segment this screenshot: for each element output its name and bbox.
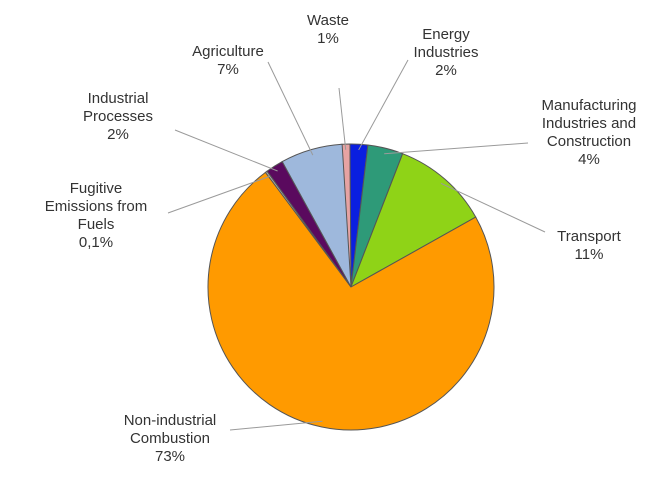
slice-label-line: Non-industrial	[124, 412, 217, 429]
leader-line-5	[229, 420, 323, 431]
slice-label-line: Emissions from	[45, 198, 148, 215]
slice-label-line: Energy	[422, 26, 470, 43]
leader-line-1	[338, 87, 347, 150]
slice-label-7: Industrial Processes 2%	[83, 90, 153, 143]
slice-label-1: Waste 1%	[307, 12, 349, 47]
slice-label-line: Industries	[413, 44, 478, 61]
slice-label-line: Industries and	[542, 115, 636, 132]
pie-labels: Waste 1% Energy Industries 2%Manufacturing In…	[45, 12, 637, 465]
slice-label-line: 2%	[107, 126, 129, 143]
slice-label-line: Manufacturing	[541, 97, 636, 114]
slice-label-line: 7%	[217, 61, 239, 78]
leader-line-6	[167, 175, 270, 214]
slice-label-4: Transport 11%	[557, 228, 621, 263]
slice-label-line: 2%	[435, 62, 457, 79]
leader-line-8	[267, 61, 314, 156]
slice-label-5: Non-industrial Combustion 73%	[124, 412, 217, 465]
pie-slices	[207, 143, 495, 431]
slice-label-line: Fugitive	[70, 180, 123, 197]
leader-line-2	[358, 59, 409, 151]
leader-line-7	[174, 129, 278, 172]
slice-label-line: Industrial	[88, 90, 149, 107]
slice-label-line: 73%	[155, 448, 185, 465]
leader-line-4	[440, 182, 546, 233]
slice-label-line: Combustion	[130, 430, 210, 447]
slice-label-2: Energy Industries 2%	[413, 26, 478, 79]
slice-label-line: 1%	[317, 30, 339, 47]
slice-label-8: Agriculture 7%	[192, 43, 264, 78]
leader-lines	[167, 59, 546, 431]
slice-label-line: Agriculture	[192, 43, 264, 60]
leader-line-3	[384, 142, 529, 155]
slice-label-line: 4%	[578, 151, 600, 168]
pie-slice-5	[207, 171, 495, 431]
slice-label-line: 0,1%	[79, 234, 113, 251]
slice-label-line: 11%	[575, 246, 604, 263]
slice-label-line: Processes	[83, 108, 153, 125]
slice-label-line: Waste	[307, 12, 349, 29]
pie-slice-8	[281, 143, 352, 288]
slice-label-line: Fuels	[78, 216, 115, 233]
slice-label-line: Construction	[547, 133, 631, 150]
slice-label-line: Transport	[557, 228, 621, 245]
slice-label-6: Fugitive Emissions from Fuels 0,1%	[45, 180, 148, 251]
pie-slice-4	[350, 153, 477, 289]
slice-label-3: Manufacturing Industries and Construction 4…	[541, 97, 636, 168]
